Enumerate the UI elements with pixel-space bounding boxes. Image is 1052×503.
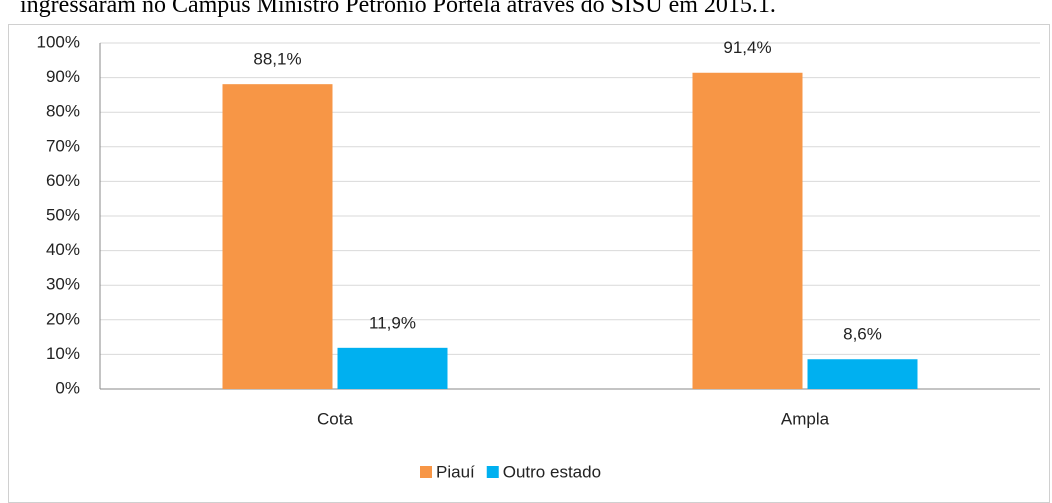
caption: ingressaram no Campus Ministro Petrônio … xyxy=(20,0,776,18)
y-tick-label: 40% xyxy=(46,240,80,259)
x-tick-label: Ampla xyxy=(781,409,830,428)
x-tick-label: Cota xyxy=(317,409,353,428)
legend-swatch xyxy=(486,466,499,478)
y-tick-label: 20% xyxy=(46,309,80,328)
data-label: 11,9% xyxy=(369,313,416,332)
bar xyxy=(337,347,448,389)
legend-swatch xyxy=(420,466,432,478)
y-tick-label: 80% xyxy=(46,102,80,121)
y-tick-label: 0% xyxy=(55,378,80,397)
legend-label: Piauí xyxy=(436,462,475,481)
bar xyxy=(692,72,803,390)
bar xyxy=(222,84,333,389)
y-tick-label: 100% xyxy=(37,32,80,51)
legend-label: Outro estado xyxy=(503,462,601,481)
y-tick-label: 70% xyxy=(46,136,80,155)
y-tick-label: 90% xyxy=(46,67,80,86)
data-label: 91,4% xyxy=(723,38,771,57)
y-tick-label: 10% xyxy=(46,344,80,363)
y-tick-label: 50% xyxy=(46,205,80,224)
bar xyxy=(807,359,918,389)
data-label: 88,1% xyxy=(253,50,301,69)
chart-frame xyxy=(8,24,1050,503)
y-tick-label: 60% xyxy=(46,171,80,190)
y-tick-label: 30% xyxy=(46,275,80,294)
data-label: 8,6% xyxy=(843,325,882,344)
